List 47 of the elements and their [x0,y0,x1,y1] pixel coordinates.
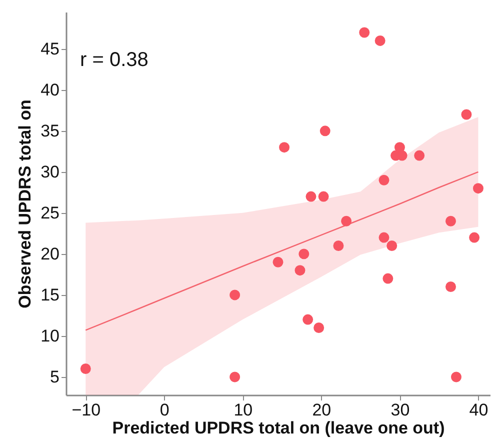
point [294,265,306,276]
x-tick-label: 10 [234,400,253,420]
y-tick-label: 20 [40,244,60,264]
x-axis-title: Predicted UPDRS total on (leave one out) [112,418,445,438]
point [359,27,370,38]
point [445,216,456,226]
point [80,364,91,374]
point [230,372,240,382]
x-tick-label: 0 [160,400,170,420]
y-tick-label: 45 [40,39,60,58]
point [445,282,456,292]
point [279,142,290,153]
point [318,191,329,202]
point [414,150,425,161]
point [378,232,390,243]
x-tick-label: 30 [390,400,410,420]
point [333,240,344,251]
y-tick-label: 5 [50,367,60,386]
point [341,216,352,226]
point [469,232,480,243]
point [298,248,310,260]
point [450,372,462,382]
annotation: r = 0.38 [80,49,148,71]
x-tick-label: 20 [312,400,332,420]
x-tick-label: 40 [469,400,488,420]
point [306,191,316,202]
point [230,290,240,300]
point [302,314,314,325]
line-series [84,171,479,331]
y-tick-label: 30 [40,162,60,182]
y-axis-title: Observed UPDRS total on [16,100,35,308]
y-tick-label: 10 [40,326,60,346]
point [394,142,405,153]
x-tick-label: −10 [72,400,101,420]
point [386,240,398,251]
point [378,174,390,186]
y-tick-label: 40 [40,80,60,100]
point [374,35,386,46]
point [472,183,484,194]
y-tick-label: 35 [40,121,60,140]
point [272,256,284,268]
point [382,273,394,284]
y-tick-label: 15 [40,285,60,304]
point [320,126,330,136]
point [314,322,324,333]
point [461,109,472,120]
y-tick-label: 25 [40,203,60,222]
